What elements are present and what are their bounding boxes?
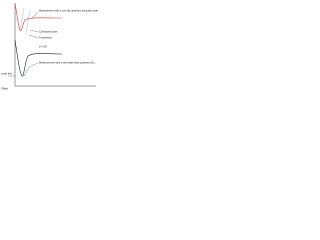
- leader: [23, 65, 31, 77]
- red-curve: [14, 3, 63, 31]
- annotation: Offset: [1, 87, 8, 91]
- black-curve: [14, 39, 63, 77]
- leader: [30, 62, 39, 67]
- leader: [29, 29, 39, 33]
- background: [0, 0, 100, 93]
- annotation: Contracted plan: [39, 30, 58, 34]
- annotation: Level line: [1, 72, 13, 76]
- annotation: Turbulence: [39, 36, 52, 40]
- diagram: Measurement with a non-slip upstream bou…: [0, 0, 100, 93]
- annotation: Measurement with a wet-base flow upstrea…: [39, 61, 96, 65]
- blue-dashed: [19, 7, 31, 35]
- annotation: Measurement with a non-slip upstream bou…: [39, 9, 98, 13]
- leader: [31, 11, 39, 19]
- annotation: θ = 20°: [39, 45, 47, 49]
- leader: [28, 34, 39, 39]
